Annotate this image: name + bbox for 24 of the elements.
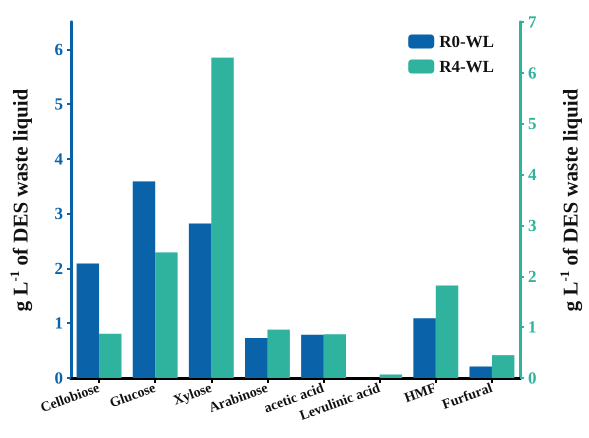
- y-tick-label: 0: [54, 368, 63, 388]
- bar: [380, 374, 402, 378]
- y-tick-label: 3: [54, 204, 63, 224]
- bar: [76, 264, 100, 378]
- legend-label: R4-WL: [439, 57, 494, 76]
- x-tick-label: Glucose: [108, 380, 158, 412]
- y2-tick-label: 3: [528, 216, 536, 235]
- y-tick-label: 2: [54, 258, 63, 278]
- y2-tick-label: 5: [528, 114, 536, 134]
- y2-tick-label: 0: [528, 368, 536, 388]
- y-tick-label: 6: [54, 40, 63, 59]
- y2-tick-label: 6: [528, 63, 536, 82]
- y-tick-label: 1: [54, 314, 63, 333]
- y2-tick-label: 7: [528, 12, 537, 32]
- y2-tick-label: 2: [528, 266, 536, 286]
- y-tick-label: 5: [54, 94, 63, 114]
- x-tick-label: HMF: [402, 380, 438, 406]
- bar: [211, 58, 234, 378]
- y2-tick-label: 4: [528, 165, 537, 184]
- y-axis-title: g L-1 of DES waste liquid: [7, 88, 32, 312]
- legend-label: R0-WL: [439, 32, 494, 51]
- y2-tick-label: 1: [528, 318, 536, 337]
- y-tick-label: 4: [54, 149, 64, 168]
- y2-axis-title: g L-1 of DES waste liquid: [557, 88, 582, 312]
